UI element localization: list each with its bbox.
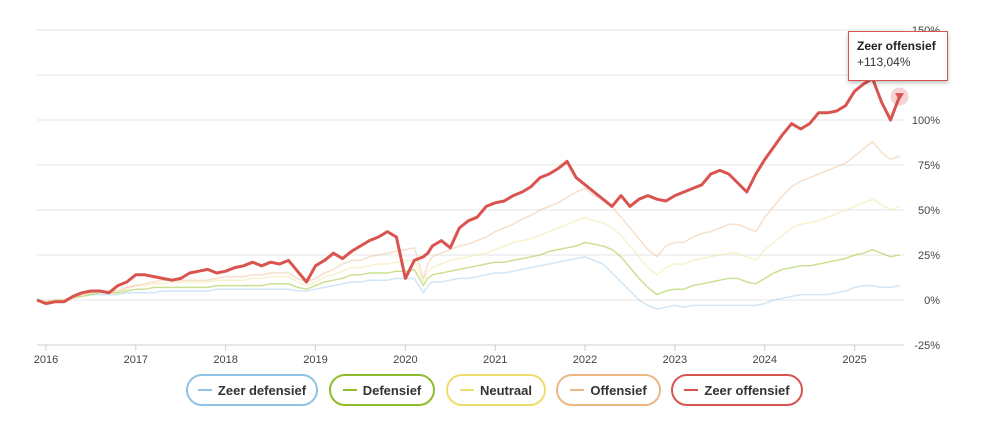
grid-lines — [37, 29, 904, 346]
x-tick-label: 2023 — [663, 354, 687, 366]
y-tick-label: 100% — [912, 115, 940, 127]
legend-item-neutraal[interactable]: Neutraal — [446, 374, 546, 406]
x-tick-label: 2017 — [124, 354, 148, 366]
hover-point — [895, 93, 905, 101]
legend-swatch — [342, 389, 357, 391]
legend-swatch — [684, 389, 699, 391]
x-tick-label: 2019 — [303, 354, 327, 366]
series-line-neutraal — [36, 198, 900, 303]
tooltip: Zeer offensief +113,04% — [848, 31, 948, 81]
x-tick-label: 2020 — [393, 354, 417, 366]
x-tick-label: 2022 — [573, 354, 597, 366]
x-axis-tick-labels: 2016 2017 2018 2019 2020 2021 2022 2023 2024 2025 — [34, 345, 867, 366]
legend-item-zeer-offensief[interactable]: Zeer offensief — [671, 374, 803, 406]
legend-swatch — [459, 389, 474, 391]
tooltip-value: +113,04% — [857, 55, 911, 69]
x-tick-label: 2016 — [34, 354, 58, 366]
legend-label: Defensief — [362, 382, 422, 398]
legend-swatch — [197, 389, 212, 391]
y-tick-label: 25% — [918, 250, 940, 262]
legend-label: Neutraal — [479, 382, 533, 398]
x-tick-label: 2025 — [842, 354, 866, 366]
x-tick-label: 2021 — [483, 354, 507, 366]
y-tick-label: 75% — [918, 160, 940, 172]
series-lines — [36, 77, 901, 310]
legend-label: Zeer offensief — [704, 382, 790, 398]
series-line-defensief — [36, 241, 900, 303]
legend-label: Zeer defensief — [217, 382, 307, 398]
y-tick-label: 50% — [918, 205, 940, 217]
legend-swatch — [570, 389, 585, 391]
legend-item-zeer-defensief[interactable]: Zeer defensief — [186, 374, 318, 406]
x-tick-label: 2018 — [213, 354, 237, 366]
y-tick-label: -25% — [914, 340, 940, 352]
series-line-zeer-defensief — [36, 256, 900, 310]
series-line-zeer-offensief — [36, 77, 901, 306]
legend-label: Offensief — [590, 382, 647, 398]
legend-item-offensief[interactable]: Offensief — [556, 374, 661, 406]
hover-marker — [890, 87, 909, 106]
series-line-offensief — [36, 140, 900, 303]
legend-item-defensief[interactable]: Defensief — [329, 374, 435, 406]
tooltip-series-name: Zeer offensief — [857, 39, 936, 53]
y-tick-label: 0% — [924, 295, 940, 307]
performance-line-chart: 150%125%100%75%50%25%0%-25% 201620172018… — [34, 25, 940, 366]
x-tick-label: 2024 — [752, 354, 776, 366]
legend: Zeer defensief Defensief Neutraal Offens… — [0, 374, 984, 410]
